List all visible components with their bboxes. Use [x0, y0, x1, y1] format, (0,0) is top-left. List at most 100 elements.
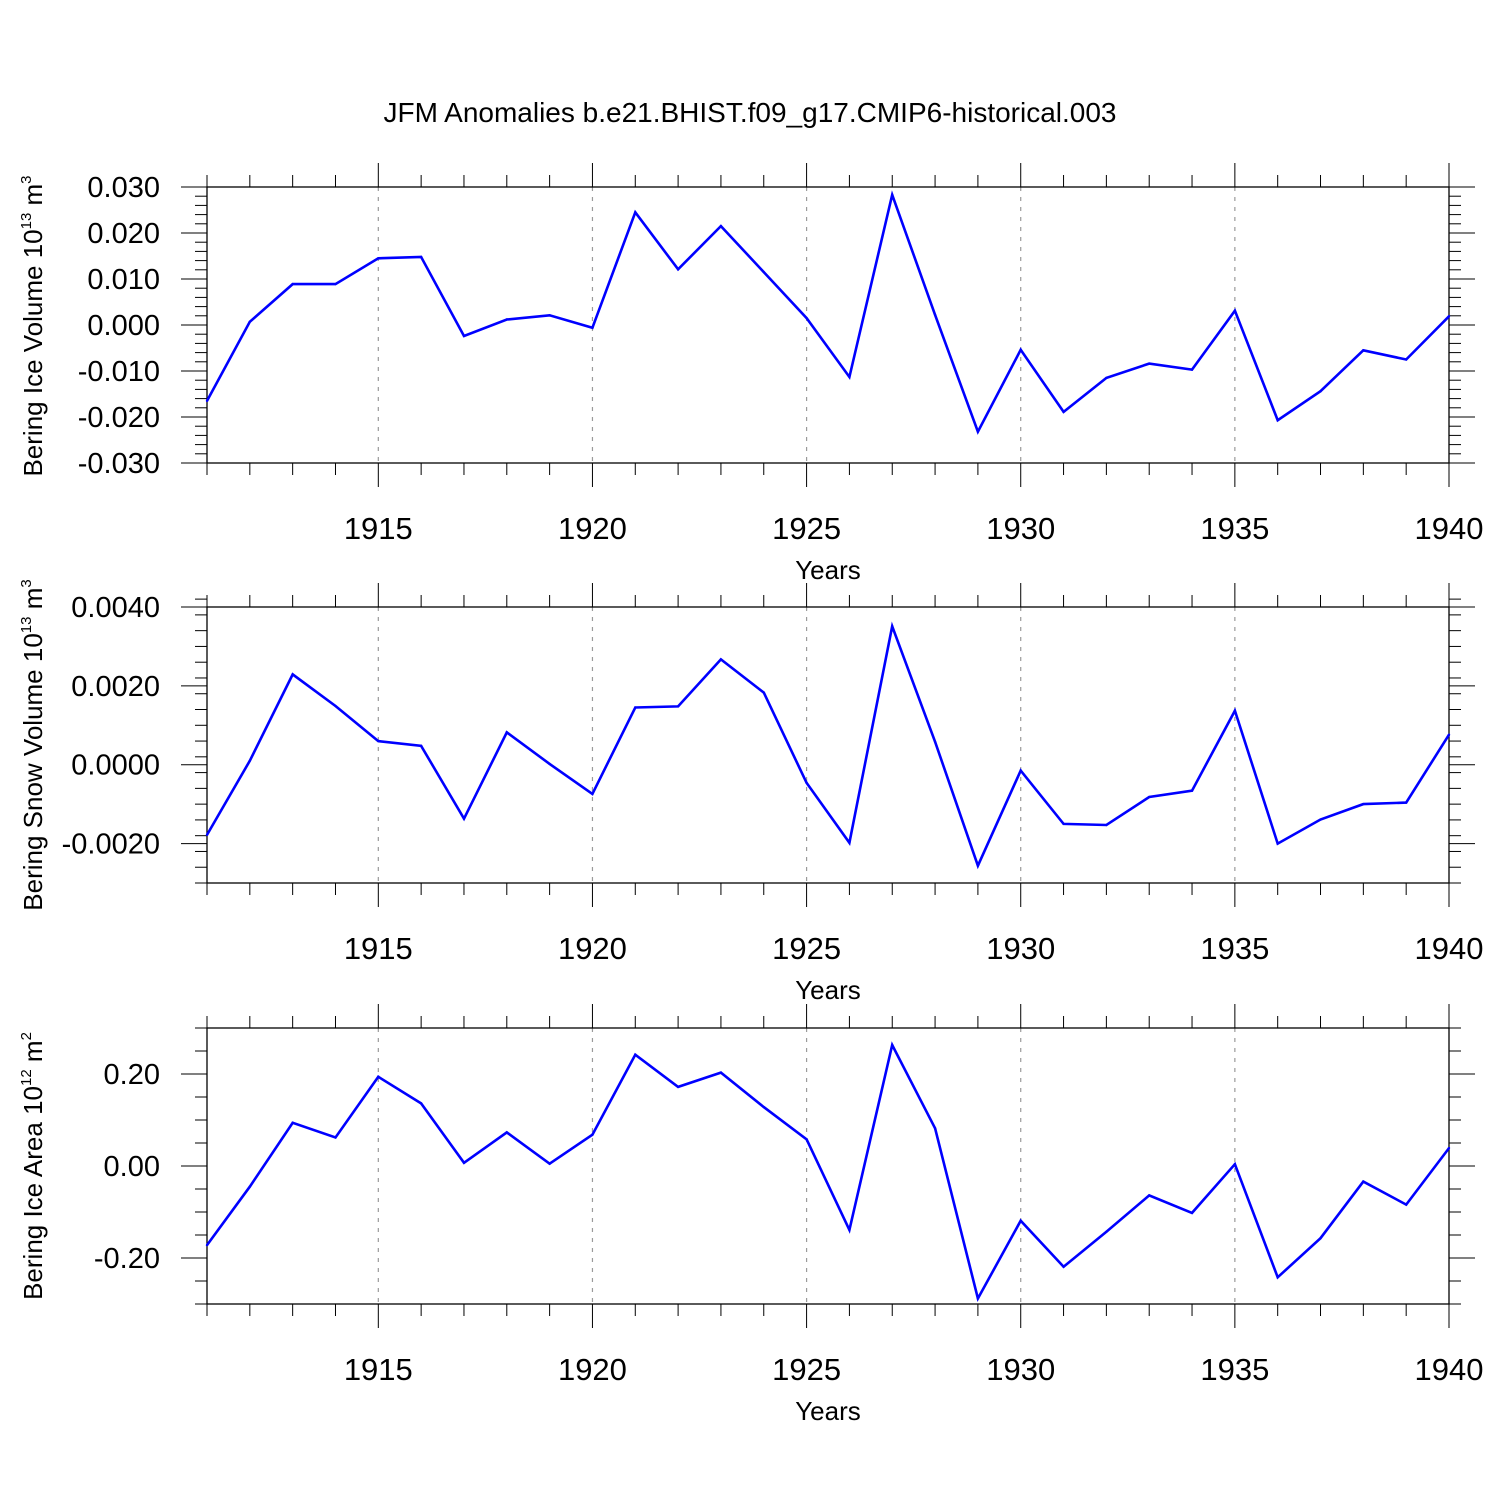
- data-point: [976, 1297, 980, 1300]
- y-axis-label-unit: m: [18, 588, 48, 617]
- data-point: [377, 1075, 380, 1078]
- data-point: [291, 282, 294, 286]
- x-tick-label: 1925: [772, 931, 841, 966]
- data-point: [1233, 1162, 1237, 1166]
- y-tick-label: -0.0020: [62, 829, 160, 861]
- y-axis-label: Bering Snow Volume 1013 m3: [18, 579, 48, 910]
- data-point: [676, 705, 680, 708]
- data-point: [591, 326, 594, 329]
- data-point: [1148, 1194, 1151, 1197]
- data-point: [848, 841, 851, 844]
- data-point: [591, 792, 594, 796]
- data-point: [762, 1105, 765, 1109]
- data-point: [762, 270, 765, 274]
- y-tick-label: 0.0040: [71, 592, 160, 624]
- data-point: [891, 625, 894, 628]
- data-point: [291, 1121, 294, 1124]
- data-point: [1404, 1203, 1408, 1206]
- data-point: [976, 864, 980, 867]
- data-point: [1062, 1265, 1065, 1268]
- data-point: [848, 1228, 851, 1232]
- data-point: [248, 759, 252, 762]
- data-point: [805, 1138, 808, 1141]
- data-point: [419, 744, 423, 747]
- x-tick-label: 1930: [986, 931, 1055, 966]
- data-point: [1276, 419, 1279, 422]
- data-point: [676, 268, 680, 271]
- data-point: [1105, 1230, 1108, 1233]
- data-point: [634, 706, 637, 709]
- x-tick-label: 1920: [558, 511, 627, 546]
- y-axis-label: Bering Ice Volume 1013 m3: [18, 175, 48, 476]
- data-point: [1362, 802, 1365, 806]
- x-axis-label: Years: [795, 1396, 861, 1426]
- data-point: [334, 1136, 337, 1139]
- y-axis-label-main: Bering Ice Area 10: [18, 1086, 48, 1300]
- panel-1: -0.030 -0.020 -0.010 0.000 0.010 0.020 0.030 19…: [18, 163, 1483, 585]
- x-tick-label: 1935: [1200, 931, 1269, 966]
- y-axis-label-unit-exponent: 3: [18, 579, 35, 587]
- x-tick-label: 1935: [1200, 1352, 1269, 1387]
- data-point: [462, 334, 466, 338]
- y-axis-label-unit-exponent: 3: [18, 175, 35, 183]
- plot-frame: [206, 606, 1450, 884]
- x-tick-label: 1915: [344, 1352, 413, 1387]
- data-point: [976, 430, 980, 433]
- data-point: [1404, 358, 1408, 361]
- data-point: [1319, 1237, 1322, 1240]
- y-tick-label: 0.030: [87, 172, 160, 204]
- data-point: [505, 318, 508, 321]
- data-point: [805, 781, 808, 785]
- data-point: [1233, 309, 1237, 312]
- data-point: [1019, 769, 1022, 772]
- series-line: [205, 1041, 1451, 1303]
- plot-frame: [206, 186, 1450, 464]
- x-tick-label: 1925: [772, 1352, 841, 1387]
- data-point: [1319, 818, 1322, 821]
- data-point: [1276, 842, 1279, 845]
- data-point: [205, 1243, 209, 1247]
- y-tick-label: -0.20: [94, 1243, 160, 1275]
- data-point: [1276, 1276, 1279, 1279]
- x-tick-label: 1930: [986, 1352, 1055, 1387]
- data-point: [1190, 1211, 1194, 1215]
- data-point: [891, 1043, 894, 1047]
- x-tick-label: 1920: [558, 931, 627, 966]
- data-point: [377, 739, 380, 743]
- data-point: [462, 817, 466, 820]
- chart-title: JFM Anomalies b.e21.BHIST.f09_g17.CMIP6-…: [383, 97, 1116, 128]
- y-axis-label-unit-exponent: 2: [18, 1032, 35, 1040]
- data-point: [419, 1102, 423, 1105]
- x-tick-label: 1940: [1415, 1352, 1484, 1387]
- data-point: [1148, 362, 1151, 365]
- y-tick-label: 0.20: [104, 1059, 160, 1091]
- plot-frame: [206, 1027, 1450, 1305]
- data-point: [676, 1085, 680, 1089]
- panel-2: -0.0020 0.0000 0.0020 0.0040 1915 1920 1925 193…: [18, 579, 1483, 1005]
- data-point: [1447, 315, 1451, 318]
- data-point: [634, 211, 637, 214]
- data-point: [548, 314, 551, 317]
- data-point: [334, 704, 337, 708]
- x-tick-label: 1940: [1415, 511, 1484, 546]
- y-tick-label: -0.010: [78, 356, 160, 388]
- data-point: [1148, 795, 1151, 799]
- y-tick-label: 0.00: [104, 1151, 160, 1183]
- y-tick-label: 0.020: [87, 218, 160, 250]
- data-point: [1062, 822, 1065, 826]
- x-axis-label: Years: [795, 555, 861, 585]
- data-point: [1319, 390, 1322, 393]
- data-point: [1019, 348, 1022, 352]
- y-tick-label: 0.010: [87, 264, 160, 296]
- y-tick-label: 0.0020: [71, 671, 160, 703]
- x-tick-label: 1915: [344, 931, 413, 966]
- data-point: [591, 1133, 594, 1136]
- x-tick-label: 1935: [1200, 511, 1269, 546]
- data-point: [891, 193, 894, 197]
- data-point: [805, 316, 808, 320]
- x-tick-label: 1920: [558, 1352, 627, 1387]
- data-point: [248, 320, 252, 323]
- data-point: [1190, 368, 1194, 371]
- panel-3: -0.20 0.00 0.20 1915 1920 1925 1930 1935 1940 Yea…: [18, 1004, 1483, 1426]
